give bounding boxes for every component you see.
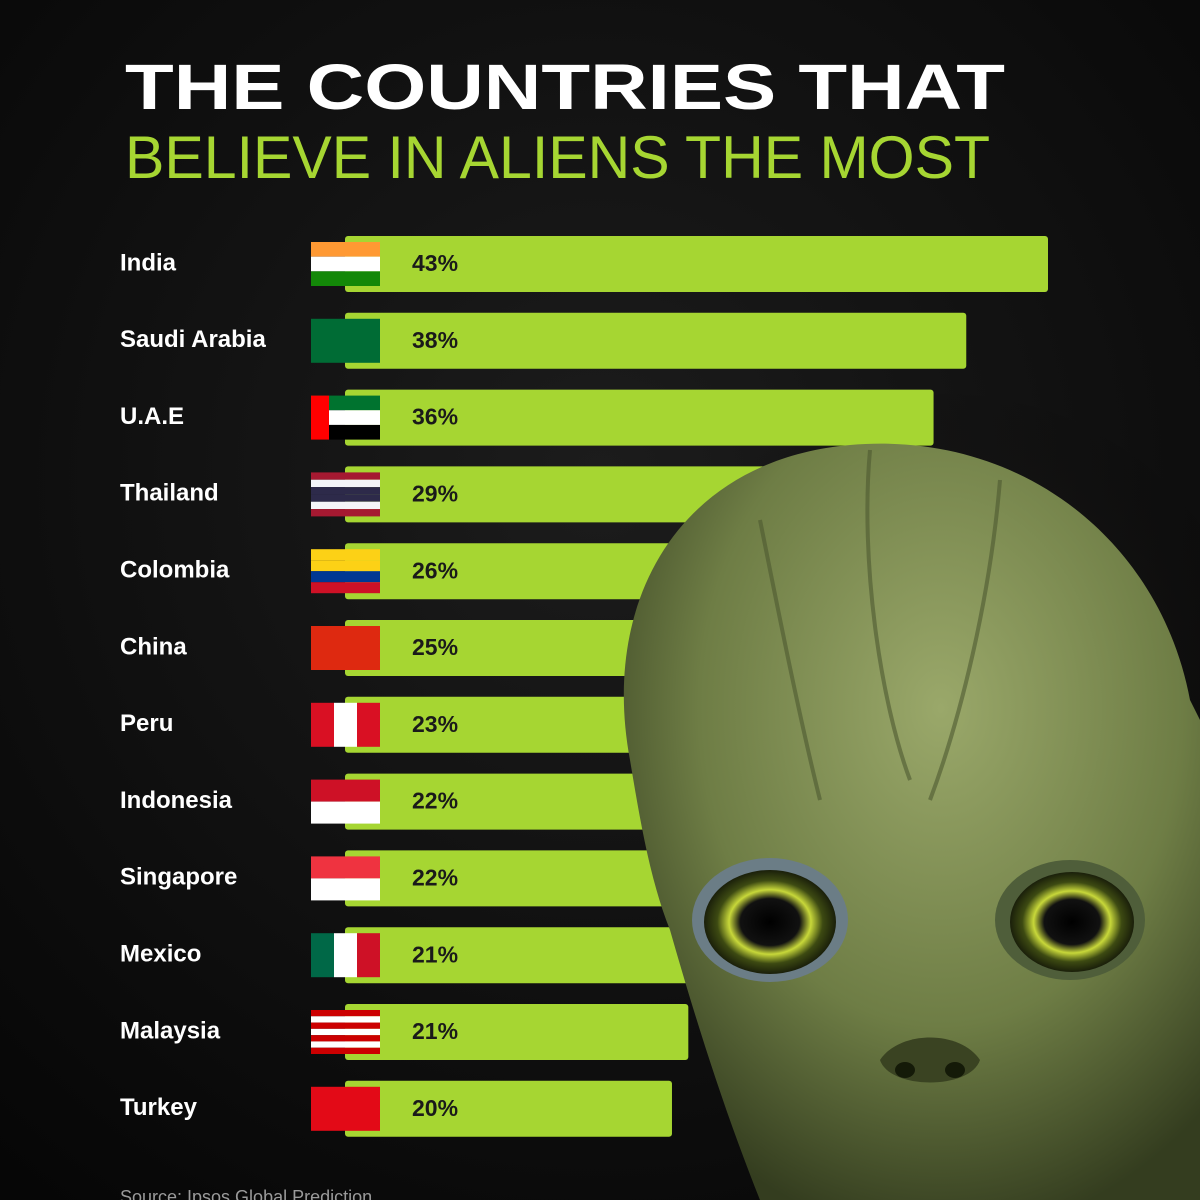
value-label: 22%: [412, 864, 458, 890]
flag-stripe: [357, 702, 380, 747]
flag-stripe: [311, 560, 380, 572]
value-label: 21%: [412, 941, 458, 967]
category-label: India: [120, 249, 177, 276]
flag-stripe: [311, 878, 380, 901]
source: Source: Ipsos Global Prediction: [120, 1187, 372, 1200]
flag-stripe: [311, 472, 380, 480]
chart-title: THE COUNTRIES THAT: [125, 51, 1005, 123]
flag-stripe: [311, 1041, 380, 1048]
category-label: Colombia: [120, 557, 230, 584]
value-label: 21%: [412, 1018, 458, 1044]
bar: [345, 312, 967, 369]
flag-stripe: [311, 509, 380, 517]
flag-stripe: [311, 1010, 380, 1017]
flag-stripe: [311, 318, 380, 363]
rows: India 43% Saudi Arabia 38% U.A.E 36% Thailand 2…: [120, 236, 1048, 1137]
flag-stripe: [311, 1022, 380, 1029]
category-label: Thailand: [120, 480, 219, 507]
alien-nostril: [945, 1062, 965, 1078]
flag-stripe: [311, 933, 334, 978]
value-label: 23%: [412, 711, 458, 737]
flag-stripe: [311, 779, 380, 802]
bar: [345, 1080, 672, 1137]
category-label: U.A.E: [120, 403, 184, 430]
flag-stripe: [311, 242, 380, 257]
flag-stripe: [334, 702, 357, 747]
bar: [345, 1004, 689, 1060]
category-label: Malaysia: [120, 1017, 221, 1044]
chart-subtitle: BELIEVE IN ALIENS THE MOST: [125, 124, 990, 191]
bar: [345, 236, 1048, 292]
flag-stripe: [311, 271, 380, 286]
flag-stripe: [311, 1016, 380, 1023]
flag-stripe: [311, 395, 329, 440]
flag-stripe: [311, 582, 380, 594]
value-label: 20%: [412, 1095, 458, 1121]
flag-stripe: [311, 501, 380, 510]
category-label: Peru: [120, 710, 173, 737]
flag-stripe: [311, 702, 334, 747]
alien-head: [623, 443, 1200, 1200]
flag-stripe: [311, 256, 380, 272]
flag-stripe: [311, 494, 380, 502]
category-label: China: [120, 633, 187, 660]
bar: [345, 850, 705, 907]
value-label: 25%: [412, 634, 458, 660]
flag-stripe: [311, 856, 380, 879]
category-label: Indonesia: [120, 787, 233, 814]
category-label: Saudi Arabia: [120, 326, 266, 353]
alien-nostril: [895, 1062, 915, 1078]
flag-stripe: [311, 801, 380, 824]
value-label: 36%: [412, 404, 458, 430]
flag-stripe: [311, 1086, 380, 1131]
bar: [345, 389, 934, 446]
bar: [345, 773, 705, 830]
flag-stripe: [311, 487, 380, 495]
flag-stripe: [311, 571, 380, 583]
category-label: Singapore: [120, 864, 237, 891]
alien-eye: [704, 870, 836, 974]
flag-stripe: [311, 479, 380, 488]
flag-stripe: [311, 626, 380, 670]
flag-stripe: [311, 549, 380, 561]
value-label: 26%: [412, 557, 458, 583]
category-label: Turkey: [120, 1094, 198, 1121]
alien-eye: [1010, 872, 1134, 972]
alien-wrinkles: [758, 449, 1002, 801]
flag-stripe: [311, 1035, 380, 1042]
value-label: 43%: [412, 250, 458, 276]
flag-stripe: [334, 933, 357, 978]
flag-stripe: [311, 1028, 380, 1036]
flag-stripe: [357, 933, 380, 978]
flag-stripe: [311, 1047, 380, 1054]
value-label: 22%: [412, 788, 458, 814]
value-label: 38%: [412, 327, 458, 353]
category-label: Mexico: [120, 941, 201, 968]
alien-illustration: [623, 443, 1200, 1200]
value-label: 29%: [412, 480, 458, 506]
bar: [345, 927, 689, 984]
